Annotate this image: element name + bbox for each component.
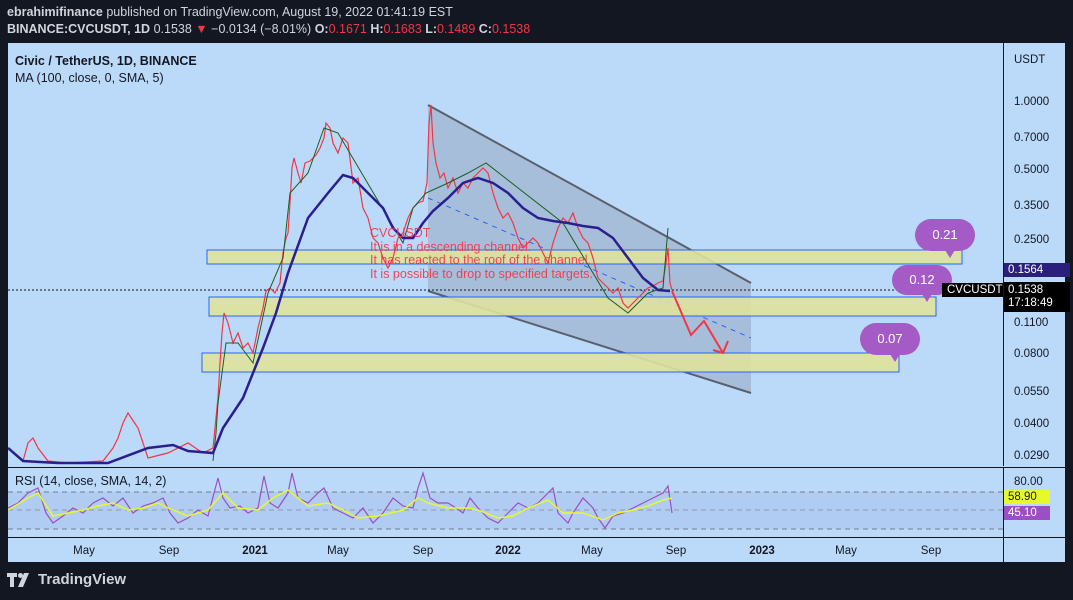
axis-corner (1003, 537, 1067, 565)
close-value: 0.1538 (491, 22, 531, 36)
last-price-badge: 0.1538 17:18:49 (1004, 282, 1070, 312)
symbol-ohlc-line: BINANCE:CVCUSDT, 1D 0.1538 ▼ −0.0134 (−8… (7, 22, 530, 36)
open-value: 0.1671 (328, 22, 367, 36)
price-tick: 0.0550 (1014, 386, 1050, 398)
time-axis[interactable]: May Sep 2021 May Sep 2022 May Sep 2023 M… (8, 537, 1003, 565)
time-tick: 2023 (749, 545, 775, 557)
analysis-note[interactable]: CVCUSDT It is in a descending channel. I… (370, 226, 594, 281)
chart-frame: Civic / TetherUS, 1D, BINANCE MA (100, c… (7, 42, 1070, 565)
price-axis[interactable]: USDT 1.0000 0.7000 0.5000 0.3500 0.2500 … (1003, 43, 1070, 466)
rsi-pane[interactable]: RSI (14, close, SMA, 14, 2) (8, 467, 1003, 538)
rsi-legend[interactable]: RSI (14, close, SMA, 14, 2) (15, 474, 167, 488)
time-tick: Sep (412, 545, 434, 557)
rsi-sma-badge: 58.90 (1004, 490, 1050, 504)
price-tick: 0.0800 (1014, 348, 1050, 360)
zone-0.12 (208, 296, 937, 317)
ma-legend[interactable]: MA (100, close, 0, SMA, 5) (15, 71, 164, 85)
rsi-value-badge: 45.10 (1004, 506, 1050, 520)
time-tick: Sep (920, 545, 942, 557)
last-price-value: 0.1538 (1008, 284, 1044, 296)
time-tick: May (581, 545, 603, 557)
rsi-axis[interactable]: 80.00 58.90 45.10 (1003, 467, 1067, 538)
price-tick: 0.7000 (1014, 132, 1050, 144)
price-chart-canvas (8, 104, 1003, 465)
axis-currency: USDT (1014, 54, 1046, 66)
open-label: O: (314, 22, 329, 36)
price-tick: 0.5000 (1014, 164, 1050, 176)
time-tick: Sep (158, 545, 180, 557)
author-name[interactable]: ebrahimifinance (7, 5, 103, 19)
zone-0.07 (201, 352, 900, 373)
time-tick: May (73, 545, 95, 557)
zone-0.21 (206, 249, 963, 265)
bar-countdown: 17:18:49 (1008, 297, 1053, 309)
price-tick: 0.3500 (1014, 200, 1050, 212)
down-arrow-icon: ▼ (195, 22, 208, 36)
price-tick: 0.2500 (1014, 234, 1050, 246)
time-tick: Sep (665, 545, 687, 557)
publish-info: ebrahimifinance published on TradingView… (7, 5, 453, 19)
close-label: C: (478, 22, 492, 36)
tradingview-wordmark: TradingView (38, 571, 127, 588)
rsi-upper-tick: 80.00 (1014, 476, 1043, 488)
symbol-price-label: CVCUSDT (942, 283, 1003, 297)
high-value: 0.1683 (383, 22, 422, 36)
low-label: L: (425, 22, 438, 36)
price-tick: 0.0290 (1014, 450, 1050, 462)
symbol-label: BINANCE:CVCUSDT, 1D (7, 22, 151, 36)
chart-legend-title[interactable]: Civic / TetherUS, 1D, BINANCE (15, 54, 197, 68)
tradingview-logo[interactable]: TradingView (7, 571, 126, 588)
ma-line (8, 173, 671, 465)
price-tick: 0.0400 (1014, 418, 1050, 430)
ma-value-badge: 0.1564 (1004, 263, 1070, 277)
time-tick: May (835, 545, 857, 557)
time-tick: May (327, 545, 349, 557)
price-tick: 0.1100 (1014, 317, 1049, 329)
target-callout-0.21[interactable]: 0.21 (915, 219, 975, 258)
target-callout-0.07[interactable]: 0.07 (860, 323, 920, 362)
main-price-pane[interactable]: Civic / TetherUS, 1D, BINANCE MA (100, c… (8, 43, 1003, 466)
tradingview-logo-icon (7, 572, 29, 587)
price-change: −0.0134 (−8.01%) (211, 22, 312, 36)
rsi-canvas (8, 470, 1003, 530)
publish-text: published on TradingView.com, August 19,… (106, 5, 453, 19)
projection-arrow (671, 290, 724, 354)
last-price: 0.1538 (153, 22, 192, 36)
low-value: 0.1489 (437, 22, 476, 36)
time-tick: 2022 (495, 545, 521, 557)
high-label: H: (370, 22, 384, 36)
time-tick: 2021 (242, 545, 268, 557)
price-tick: 1.0000 (1014, 96, 1050, 108)
